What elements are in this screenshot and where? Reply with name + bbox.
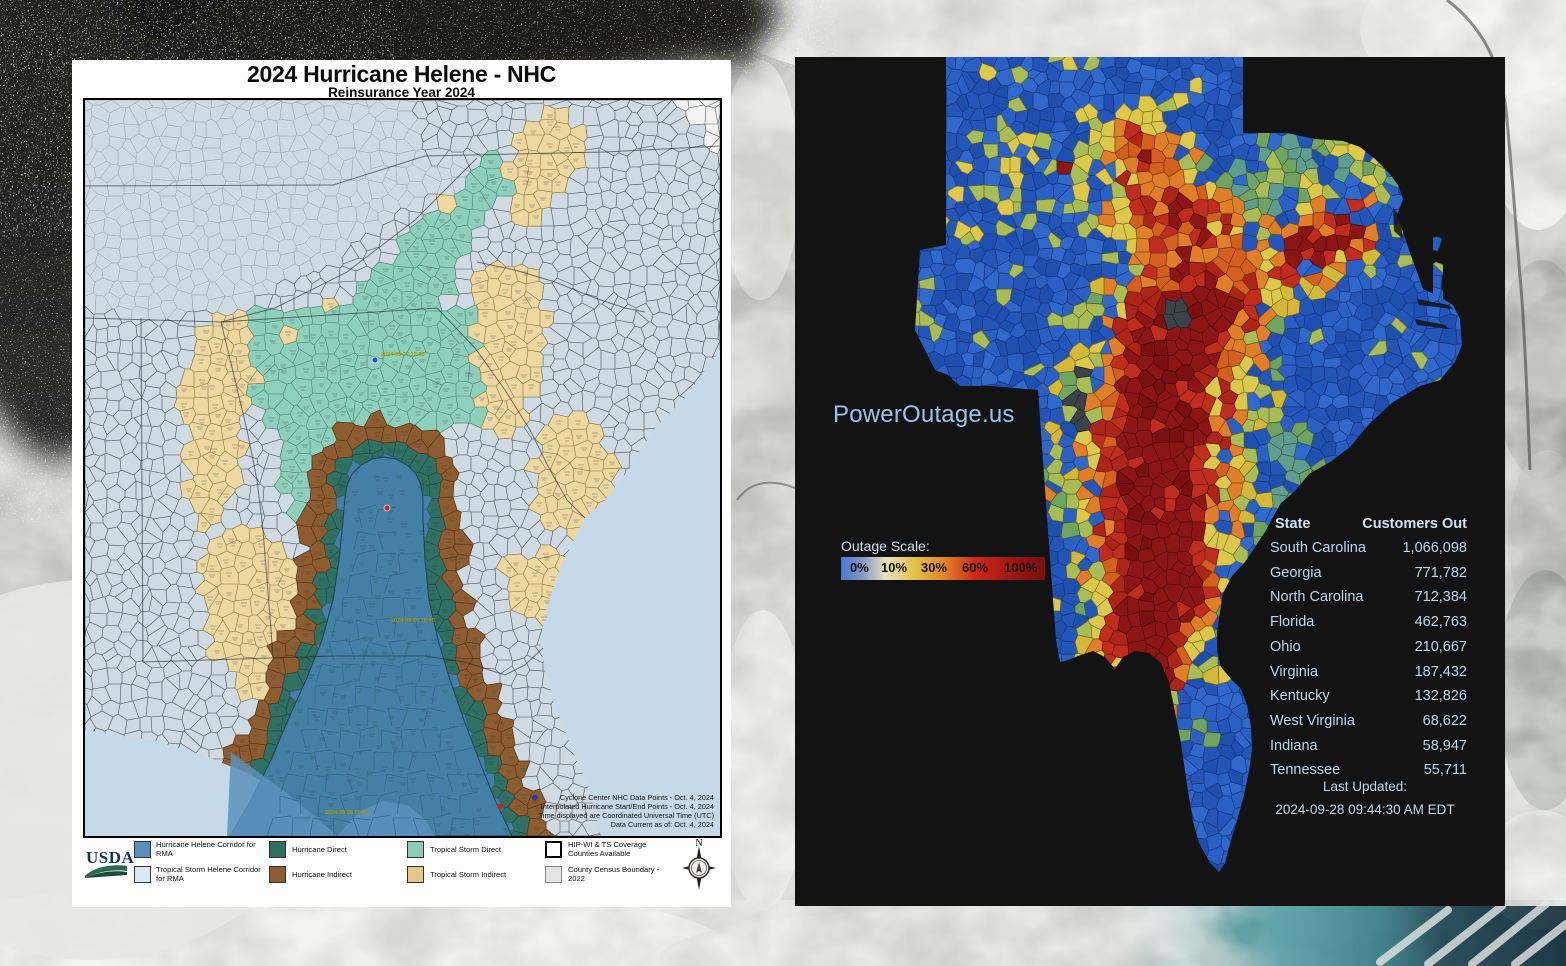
svg-text:Interpolated Hurricane Start/E: Interpolated Hurricane Start/End Points … xyxy=(541,802,714,811)
svg-text:N: N xyxy=(695,838,702,849)
svg-text:2024-09-27 12:00: 2024-09-27 12:00 xyxy=(381,352,425,358)
svg-text:2024-09-26 00:00: 2024-09-26 00:00 xyxy=(325,810,369,816)
svg-text:2024-09-26 18:00: 2024-09-26 18:00 xyxy=(391,618,435,624)
svg-text:Cyclone Center NHC Data Points: Cyclone Center NHC Data Points - Oct. 4,… xyxy=(560,793,714,802)
svg-text:Data Current as of: Oct. 4, 20: Data Current as of: Oct. 4, 2024 xyxy=(611,820,714,829)
svg-text:Time displayed are Coordinated: Time displayed are Coordinated Universal… xyxy=(539,811,714,820)
